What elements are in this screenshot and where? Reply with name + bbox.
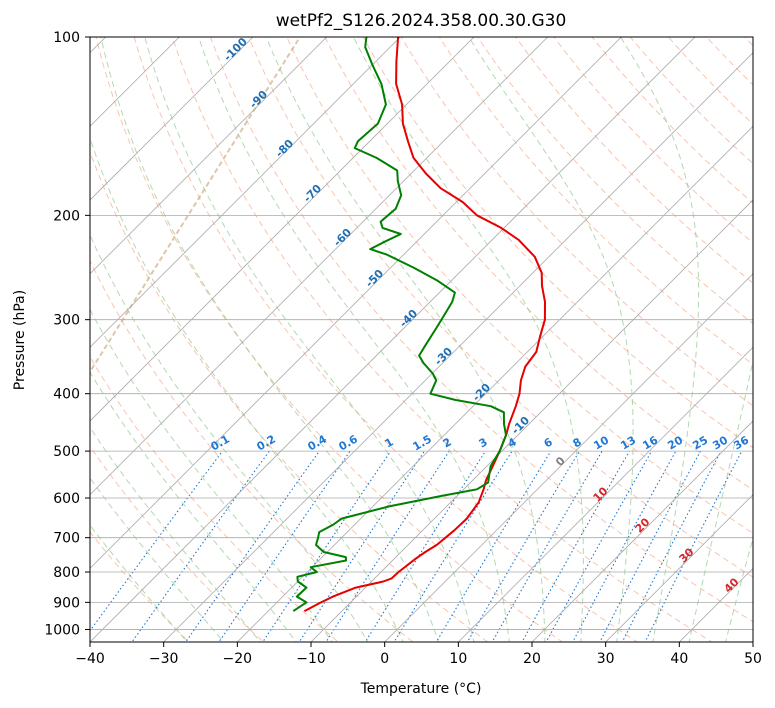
dry-adiabat: [438, 37, 753, 366]
isotherm-line: [90, 37, 549, 496]
y-tick-label: 500: [53, 444, 80, 460]
mixing-ratio-line: [435, 450, 552, 642]
dewpoint-line: [292, 37, 507, 612]
moist-adiabat: [144, 37, 475, 642]
temperature-line: [303, 37, 546, 612]
y-axis-ticks: 100 200 300 400 500 600 700 800 900 1000: [44, 30, 90, 638]
moist-adiabat: [100, 37, 440, 642]
mixing-ratio-line: [644, 450, 743, 642]
isotherm-line: [531, 420, 753, 642]
dry-adiabat: [362, 37, 753, 449]
isotherm-line: [90, 37, 254, 201]
y-tick-label: 600: [53, 491, 80, 507]
isotherm-line: [0, 10, 59, 654]
mixing-ratio-line: [325, 450, 450, 642]
moist-adiabat: [620, 37, 700, 642]
dry-adiabat: [667, 37, 753, 125]
mixing-ratio-line: [131, 450, 270, 642]
moist-adiabat: [90, 308, 333, 642]
isotherm-line: [384, 273, 753, 642]
mixing-ratio-line: [298, 450, 425, 642]
x-tick-label: 40: [670, 651, 688, 667]
x-tick-label: 50: [744, 651, 762, 667]
moist-adiabat: [353, 37, 584, 642]
dry-adiabat: [324, 37, 753, 491]
x-tick-label: −30: [149, 651, 179, 667]
mixing-ratio-line: [466, 450, 580, 642]
isotherm-line: [90, 37, 180, 127]
mixing-ratio-line: [262, 450, 392, 642]
dry-adiabat: [286, 37, 753, 534]
y-tick-label: 700: [53, 531, 80, 547]
dry-adiabat: [90, 445, 265, 642]
plot-frame: [89, 36, 754, 643]
y-tick-label: 1000: [44, 622, 80, 638]
chart-title: wetPf2_S126.2024.358.00.30.G30: [276, 11, 567, 31]
isotherm-line: [605, 494, 753, 642]
dry-adiabat: [248, 37, 753, 578]
y-axis-label: Pressure (hPa): [12, 290, 28, 390]
dry-adiabat: [629, 37, 753, 165]
mixing-ratio-line: [218, 450, 351, 642]
isotherm-line: [236, 125, 753, 642]
isotherm-line: [90, 37, 696, 642]
x-axis-ticks: −40 −30 −20 −10 0 10 20 30 40 50: [75, 642, 762, 667]
x-tick-label: −40: [75, 651, 105, 667]
y-tick-label: 400: [53, 387, 80, 403]
x-tick-label: 10: [449, 651, 467, 667]
x-tick-label: −20: [223, 651, 253, 667]
mixing-ratio-line: [185, 450, 320, 642]
mixing-ratio-line: [545, 450, 653, 642]
x-axis-label: Temperature (°C): [360, 681, 482, 697]
isotherm-line: [310, 199, 753, 642]
isotherm-grid: [0, 10, 753, 654]
isotherm-line: [457, 346, 753, 642]
y-tick-label: 800: [53, 565, 80, 581]
dry-adiabat: [90, 150, 489, 642]
isobar-grid: [90, 37, 753, 630]
moist-adiabat: [265, 37, 546, 642]
y-tick-label: 200: [53, 208, 80, 224]
lcl-arc: [90, 37, 302, 374]
dry-adiabat: [171, 37, 713, 642]
moist-adiabat: [468, 37, 634, 642]
y-tick-label: 900: [53, 595, 80, 611]
isotherm-line: [163, 52, 753, 642]
x-tick-label: 20: [523, 651, 541, 667]
x-tick-label: 30: [597, 651, 615, 667]
mixing-ratio-lines: [90, 450, 743, 642]
plot-area: -100-90-80-70-60-50-40-30-20-10010203040…: [0, 10, 775, 654]
moist-adiabat: [725, 536, 753, 642]
isotherm-line: [90, 37, 328, 275]
dry-adiabat: [133, 37, 638, 642]
y-tick-label: 300: [53, 313, 80, 329]
x-tick-label: 0: [380, 651, 389, 667]
isotherm-line: [90, 37, 475, 422]
isotherm-line: [90, 37, 401, 348]
dry-adiabat: [477, 37, 753, 325]
lcl-arc-line: [90, 37, 302, 374]
y-tick-label: 100: [53, 30, 80, 46]
x-tick-label: −10: [296, 651, 326, 667]
dry-adiabat: [90, 259, 414, 642]
isotherm-line: [90, 37, 622, 569]
dry-adiabat: [756, 10, 775, 654]
mixing-ratio-line: [491, 450, 603, 642]
sounding-series: [292, 37, 546, 612]
